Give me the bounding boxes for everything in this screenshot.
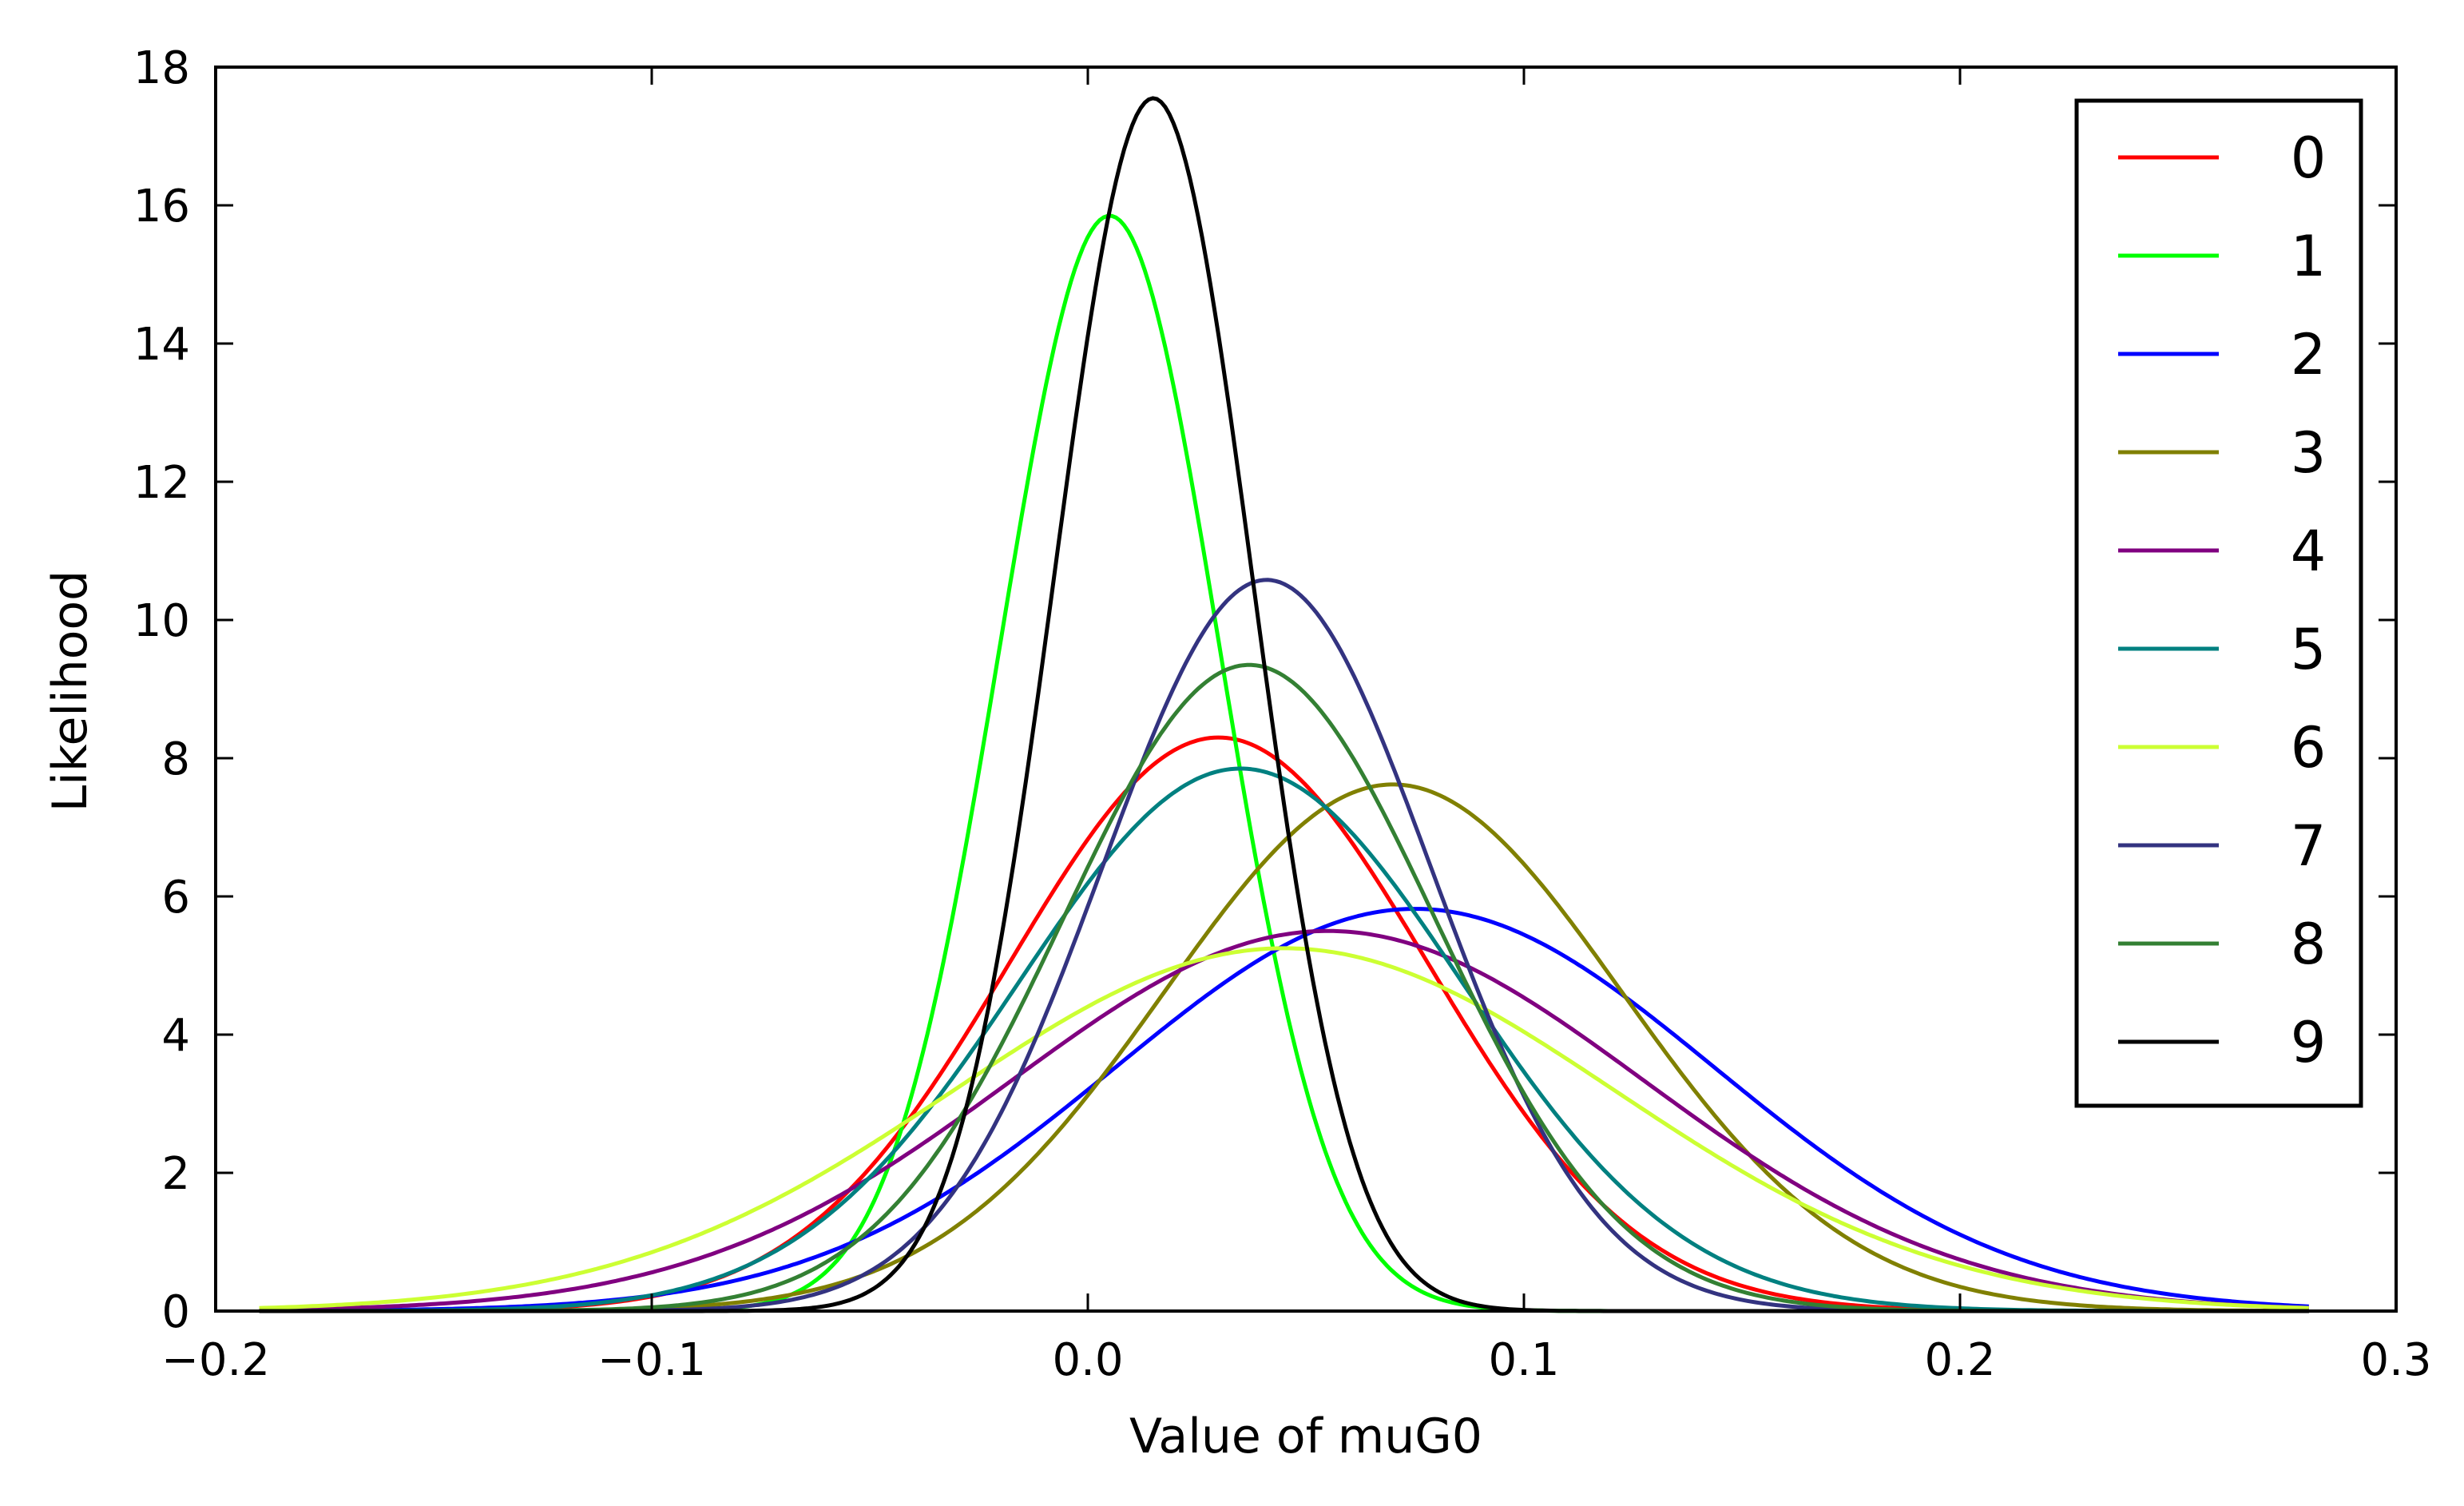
legend-items: 0 1 2 3 4 5 6 7 8 9 bbox=[2118, 125, 2326, 1075]
legend-label-0: 0 bbox=[2291, 125, 2327, 191]
legend-label-4: 4 bbox=[2291, 519, 2327, 584]
y-axis-label: Likelihood bbox=[42, 570, 98, 813]
x-axis-label: Value of muG0 bbox=[1129, 1409, 1482, 1464]
y-tick-label: 10 bbox=[133, 595, 190, 647]
plot-frame bbox=[214, 66, 2398, 1313]
legend: 0 1 2 3 4 5 6 7 8 9 bbox=[2074, 98, 2363, 1108]
y-tick-label: 8 bbox=[161, 733, 190, 785]
y-tick-label: 14 bbox=[133, 319, 190, 371]
legend-label-7: 7 bbox=[2291, 813, 2327, 879]
x-tick-label: 0.3 bbox=[2360, 1334, 2431, 1386]
y-tick-label: 18 bbox=[133, 42, 190, 94]
x-tick-label: 0.2 bbox=[1924, 1334, 1995, 1386]
legend-label-5: 5 bbox=[2291, 617, 2327, 682]
legend-label-6: 6 bbox=[2291, 715, 2327, 781]
y-tick-label: 6 bbox=[161, 872, 190, 924]
legend-box bbox=[2074, 98, 2363, 1108]
legend-label-8: 8 bbox=[2291, 912, 2327, 977]
x-tick-label: −0.1 bbox=[597, 1334, 706, 1386]
legend-label-1: 1 bbox=[2291, 224, 2327, 289]
legend-label-9: 9 bbox=[2291, 1010, 2327, 1075]
x-tick-label: −0.2 bbox=[161, 1334, 270, 1386]
series-4-line bbox=[259, 928, 2309, 1312]
series-6-line bbox=[259, 946, 2309, 1310]
x-tick-label: 0.1 bbox=[1488, 1334, 1559, 1386]
y-tick-label: 16 bbox=[133, 181, 190, 232]
legend-label-2: 2 bbox=[2291, 322, 2327, 387]
x-tick-label: 0.0 bbox=[1052, 1334, 1123, 1386]
series-5-line bbox=[259, 766, 2309, 1313]
y-tick-label: 12 bbox=[133, 457, 190, 509]
y-tick-label: 0 bbox=[161, 1286, 190, 1338]
legend-label-3: 3 bbox=[2291, 420, 2327, 486]
y-tick-label: 2 bbox=[161, 1148, 190, 1200]
y-tick-label: 4 bbox=[161, 1010, 190, 1062]
